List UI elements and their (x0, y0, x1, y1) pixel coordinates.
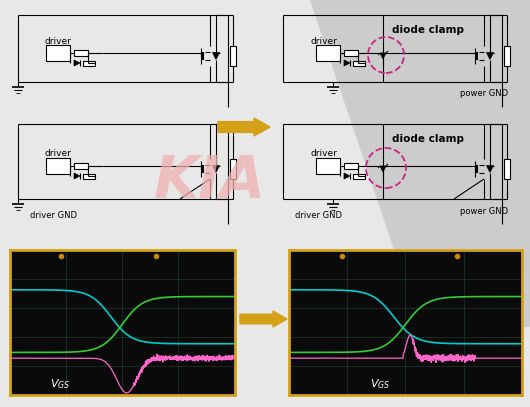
Bar (344, 50, 358, 56)
FancyArrow shape (240, 311, 287, 327)
Bar (74, 163, 88, 169)
FancyArrow shape (218, 118, 270, 136)
Polygon shape (310, 0, 530, 327)
Bar (353, 173, 365, 179)
Polygon shape (213, 166, 219, 173)
Polygon shape (344, 173, 350, 179)
Polygon shape (213, 53, 219, 59)
Polygon shape (487, 166, 493, 173)
Text: power GND: power GND (460, 90, 508, 98)
Text: driver: driver (45, 149, 72, 158)
Polygon shape (344, 60, 350, 66)
Text: driver GND: driver GND (30, 210, 77, 219)
Bar (46, 45, 70, 61)
Text: $V_{GS}$: $V_{GS}$ (50, 377, 70, 391)
Bar (230, 159, 236, 179)
Polygon shape (74, 173, 80, 179)
Text: driver: driver (311, 149, 338, 158)
Bar (83, 173, 95, 179)
Bar (230, 46, 236, 66)
Text: diode clamp: diode clamp (392, 25, 464, 35)
Polygon shape (380, 166, 386, 172)
Bar (316, 158, 340, 174)
Bar (504, 159, 510, 179)
Text: $V_{GS}$: $V_{GS}$ (370, 377, 391, 391)
Bar (46, 158, 70, 174)
Text: power GND: power GND (460, 206, 508, 215)
Bar (344, 163, 358, 169)
Polygon shape (74, 60, 80, 66)
Bar (74, 50, 88, 56)
Bar (353, 61, 365, 66)
Text: KIA: KIA (154, 153, 266, 210)
Polygon shape (487, 53, 493, 59)
Text: driver GND: driver GND (295, 210, 342, 219)
Bar (83, 61, 95, 66)
Bar (504, 46, 510, 66)
Bar (316, 45, 340, 61)
Polygon shape (380, 53, 386, 59)
Text: driver: driver (311, 37, 338, 46)
Text: diode clamp: diode clamp (392, 134, 464, 144)
Text: driver: driver (45, 37, 72, 46)
